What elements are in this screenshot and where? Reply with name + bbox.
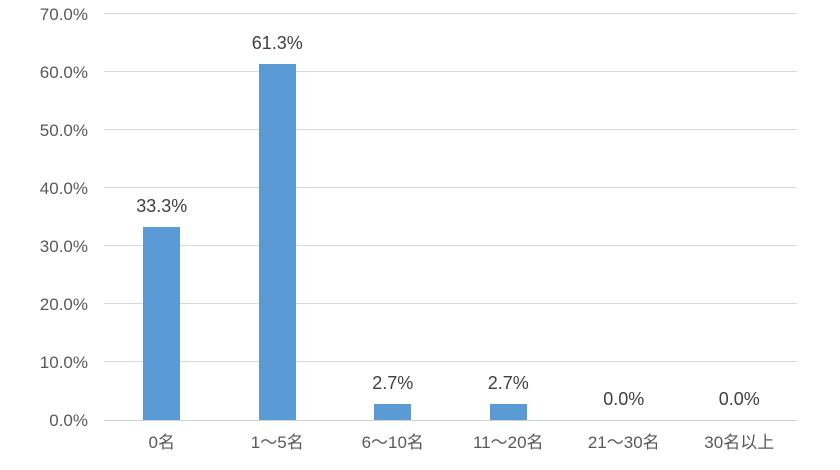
- gridline: [104, 245, 797, 246]
- x-category-label: 0名: [148, 433, 175, 452]
- bar-value-label: 2.7%: [372, 373, 414, 394]
- x-category-label: 30名以上: [704, 433, 775, 452]
- y-tick-label: 40.0%: [39, 178, 88, 198]
- bar-value-label: 0.0%: [603, 389, 645, 409]
- bar-value-label: 2.7%: [487, 373, 529, 394]
- gridline: [104, 187, 797, 188]
- plot-area: 33.3% 61.3% 2.7% 2.7% 0.0% 0.0%: [104, 13, 797, 421]
- y-tick-label: 0.0%: [49, 410, 88, 430]
- bar-value-label: 33.3%: [136, 195, 188, 216]
- x-category-label: 11～20名: [472, 433, 544, 452]
- x-category-label: 6～10名: [361, 433, 424, 452]
- bar-6～10名: [374, 404, 412, 420]
- gridline: [104, 13, 797, 14]
- y-tick-label: 50.0%: [39, 120, 88, 140]
- bar-1～5名: [258, 64, 296, 420]
- gridline: [104, 361, 797, 362]
- y-tick-label: 10.0%: [39, 352, 88, 372]
- bar-value-label: 61.3%: [251, 33, 303, 54]
- y-tick-label: 70.0%: [39, 4, 88, 24]
- gridline: [104, 303, 797, 304]
- gridline: [104, 129, 797, 130]
- x-axis-line: [104, 420, 797, 421]
- x-category-label: 1～5名: [250, 433, 304, 452]
- gridline: [104, 71, 797, 72]
- y-tick-label: 30.0%: [39, 236, 88, 256]
- bar-value-label: 0.0%: [718, 389, 760, 409]
- x-category-label: 21～30名: [587, 433, 660, 452]
- y-tick-label: 60.0%: [39, 62, 88, 82]
- y-tick-label: 20.0%: [39, 294, 88, 314]
- bar-11～20名: [489, 404, 527, 420]
- bar-0名: [143, 226, 181, 420]
- x-axis: 0名 1～5名 6～10名 11～20名 21～30名 30名以上: [104, 429, 797, 457]
